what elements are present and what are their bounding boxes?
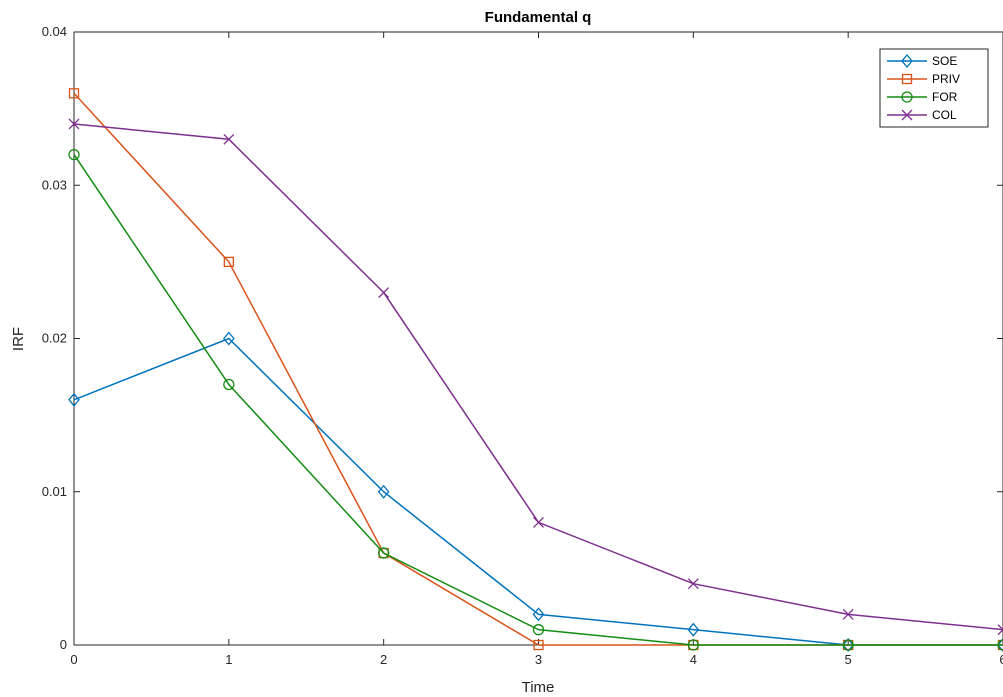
- circle-marker: [378, 547, 390, 559]
- legend: SOE PRIV FOR COL: [879, 48, 989, 128]
- x-marker: [533, 516, 544, 528]
- circle-marker: [223, 378, 235, 391]
- y-axis-label: IRF: [10, 327, 27, 351]
- x-tick-label: 6: [999, 652, 1003, 667]
- y-tick-label: 0.03: [42, 177, 67, 192]
- x-axis-label: Time: [522, 679, 555, 696]
- square-marker: [223, 256, 234, 268]
- y-tick-label: 0: [60, 637, 67, 652]
- y-tick-label: 0.01: [42, 484, 67, 499]
- circle-marker: [842, 639, 854, 651]
- circle-marker: [68, 148, 80, 161]
- diamond-marker: [377, 484, 390, 499]
- y-tick-label: 0.02: [42, 331, 67, 346]
- chart-title: Fundamental q: [485, 9, 592, 26]
- x-marker: [997, 624, 1003, 636]
- diamond-marker: [997, 637, 1003, 653]
- x-tick-label: 1: [225, 652, 232, 667]
- circle-marker: [901, 91, 913, 103]
- series-line: [73, 154, 1003, 646]
- circle-marker: [687, 639, 699, 651]
- x-tick-label: 2: [380, 652, 387, 667]
- series-col: [68, 118, 1003, 636]
- x-tick-label: 0: [70, 652, 77, 667]
- diamond-marker: [842, 637, 855, 653]
- legend-item: SOE: [887, 53, 957, 69]
- legend-box: [879, 48, 989, 128]
- x-marker: [901, 109, 913, 121]
- diamond-marker: [532, 607, 545, 622]
- legend-item: FOR: [887, 90, 958, 104]
- diamond-marker: [901, 53, 913, 69]
- square-marker: [68, 88, 80, 99]
- legend-item: PRIV: [887, 72, 960, 86]
- diamond-marker: [68, 392, 80, 407]
- legend-label: SOE: [932, 54, 957, 68]
- circle-marker: [532, 624, 545, 636]
- circle-marker: [997, 639, 1003, 651]
- series-for: [68, 148, 1003, 651]
- x-tick-label: 3: [535, 652, 542, 667]
- x-tick-label: 5: [845, 652, 852, 667]
- square-marker: [533, 639, 544, 651]
- legend-label: COL: [932, 108, 957, 122]
- legend-label: PRIV: [932, 72, 960, 86]
- diamond-marker: [687, 622, 700, 637]
- x-marker: [378, 287, 390, 298]
- x-tick-label: 4: [690, 652, 697, 667]
- x-marker: [842, 608, 854, 620]
- y-tick-label: 0.04: [42, 24, 67, 39]
- plot-area: [73, 31, 1003, 646]
- square-marker: [901, 73, 913, 85]
- diamond-marker: [222, 331, 235, 346]
- x-marker: [687, 578, 699, 590]
- legend-label: FOR: [932, 90, 958, 104]
- x-marker: [223, 133, 235, 145]
- x-marker: [68, 118, 80, 130]
- legend-item: COL: [887, 108, 957, 122]
